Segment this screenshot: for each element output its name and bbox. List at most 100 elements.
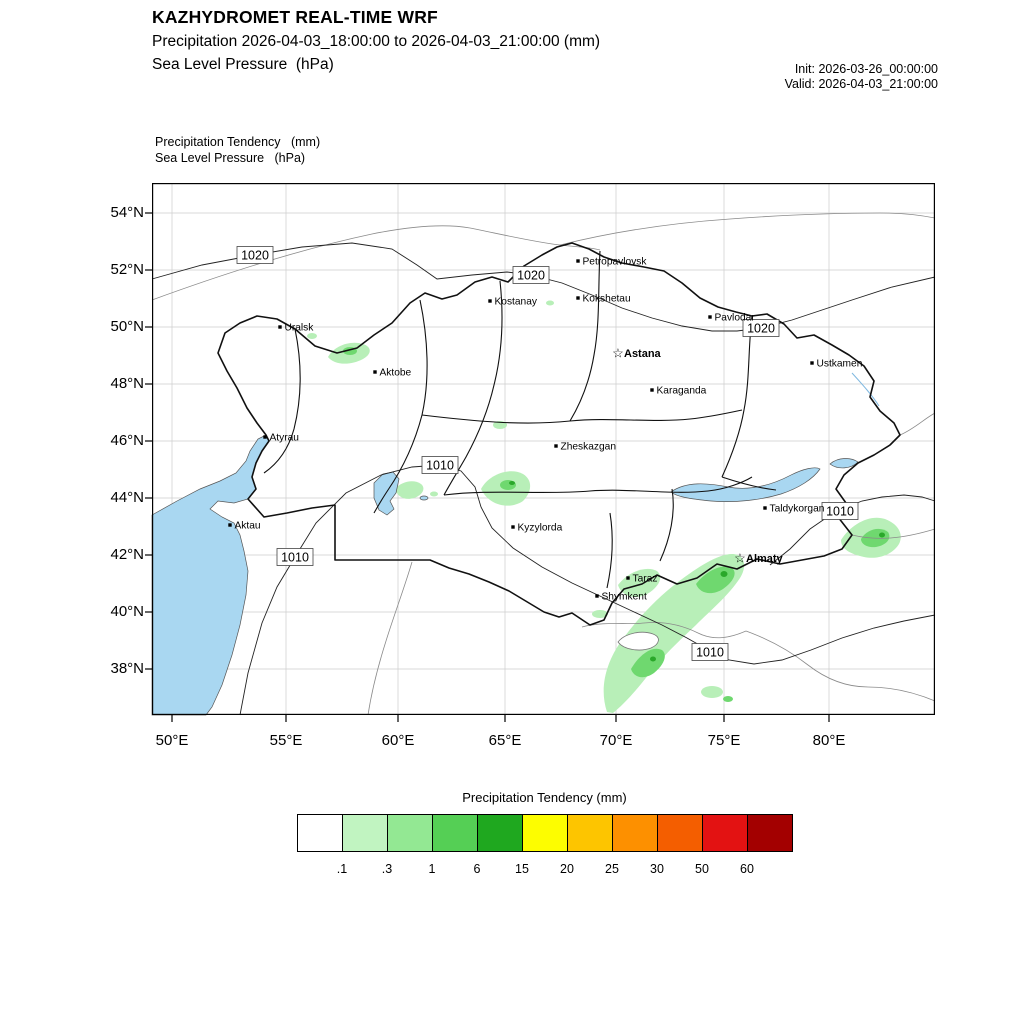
city-marker: Aktau [228, 521, 261, 532]
neighbor-country-borders [151, 212, 936, 716]
pressure-contour-label: 1020 [236, 246, 274, 264]
star-icon: ☆ [612, 346, 624, 361]
x-axis-tick-label: 75°E [707, 732, 741, 749]
national-border [217, 242, 901, 626]
colorbar-tick-label: 50 [695, 862, 709, 876]
city-marker: Ustkamen [810, 359, 862, 370]
valid-time: Valid: 2026-04-03_21:00:00 [784, 76, 938, 91]
x-axis-tick-label: 80°E [812, 732, 846, 749]
city-dot-icon [708, 315, 712, 319]
city-dot-icon [511, 525, 515, 529]
colorbar-tick-label: 30 [650, 862, 664, 876]
colorbar-tick-label: 25 [605, 862, 619, 876]
colorbar-tick-label: .3 [381, 862, 393, 876]
product-subtitle-precipitation: Precipitation 2026-04-03_18:00:00 to 202… [152, 33, 601, 50]
lake-zaysan [829, 458, 859, 469]
colorbar-tick-labels: .1 .3 1 6 15 20 25 30 50 60 [297, 862, 792, 878]
svg-text:1010: 1010 [696, 646, 724, 660]
city-marker: Aktobe [373, 368, 412, 379]
city-dot-icon [373, 370, 377, 374]
run-info: Init: 2026-03-26_00:00:00 Valid: 2026-04… [785, 62, 938, 91]
x-axis-tick-label: 65°E [488, 732, 522, 749]
svg-text:1010: 1010 [826, 505, 854, 519]
city-label: Aktobe [380, 368, 412, 379]
colorbar-cell [702, 814, 748, 852]
y-axis-tick-label: 52°N [110, 261, 144, 278]
y-axis-tick-label: 50°N [110, 318, 144, 335]
city-markers: Petropavlovsk Kostanay Kokshetau Pavlodar Ur… [228, 257, 862, 603]
product-subtitle-pressure: Sea Level Pressure (hPa) [152, 56, 334, 73]
city-marker: Taraz [626, 574, 657, 585]
city-marker: Zheskazgan [554, 442, 616, 453]
colorbar-cell [477, 814, 523, 852]
y-axis-tick-label: 40°N [110, 603, 144, 620]
small-lake [419, 495, 429, 501]
map-variable-label-pressure: Sea Level Pressure (hPa) [155, 151, 306, 165]
svg-text:1020: 1020 [517, 269, 545, 283]
city-marker: Kokshetau [576, 294, 631, 305]
city-label: Karaganda [657, 386, 707, 397]
axis-ticks [145, 212, 830, 722]
svg-text:1010: 1010 [281, 551, 309, 565]
colorbar-cell [387, 814, 433, 852]
city-label: Almaty [746, 553, 784, 565]
city-dot-icon [576, 296, 580, 300]
city-marker: Karaganda [650, 386, 707, 397]
colorbar-tick-label: 60 [740, 862, 754, 876]
y-axis-tick-label: 48°N [110, 375, 144, 392]
city-dot-icon [263, 435, 267, 439]
city-dot-icon [488, 299, 492, 303]
y-axis-tick-label: 42°N [110, 546, 144, 563]
irtysh-river [851, 372, 880, 407]
city-label: Zheskazgan [561, 442, 617, 453]
city-dot-icon [626, 576, 630, 580]
city-label: Pavlodar [715, 313, 756, 324]
city-marker: ☆ Almaty [734, 551, 783, 566]
colorbar-title: Precipitation Tendency (mm) [462, 790, 627, 805]
y-axis-tick-label: 46°N [110, 432, 144, 449]
svg-text:1020: 1020 [747, 322, 775, 336]
y-axis-tick-label: 44°N [110, 489, 144, 506]
city-dot-icon [763, 506, 767, 510]
pressure-contours [151, 242, 936, 716]
city-label: Atyrau [270, 433, 299, 444]
x-axis-tick-label: 55°E [269, 732, 303, 749]
x-axis-tick-label: 70°E [599, 732, 633, 749]
city-label: Taldykorgan [770, 504, 825, 515]
city-marker: Petropavlovsk [576, 257, 647, 268]
colorbar-tick-label: .1 [336, 862, 348, 876]
city-dot-icon [554, 444, 558, 448]
water-bodies [151, 372, 880, 716]
city-label: Kostanay [495, 297, 538, 308]
y-axis-tick-label: 38°N [110, 660, 144, 677]
x-axis-tick-label: 50°E [155, 732, 189, 749]
caspian-sea [151, 434, 270, 716]
pressure-contour-label: 1010 [421, 456, 459, 474]
colorbar-cell [657, 814, 703, 852]
pressure-contour-label: 1010 [691, 643, 729, 661]
pressure-contour-label: 1020 [512, 266, 550, 284]
pressure-contour-label: 1010 [276, 548, 314, 566]
svg-text:1010: 1010 [426, 459, 454, 473]
city-dot-icon [650, 388, 654, 392]
star-icon: ☆ [734, 551, 746, 566]
city-marker: Taldykorgan [763, 504, 824, 515]
pressure-contour-labels: 1020 1020 1020 1010 1010 1010 1010 [236, 246, 859, 661]
map-frame [152, 183, 935, 715]
city-dot-icon [595, 594, 599, 598]
city-marker: Kostanay [488, 297, 538, 308]
city-label: Kyzylorda [518, 523, 563, 534]
colorbar-tick-label: 6 [473, 862, 481, 876]
city-label: Astana [624, 348, 662, 360]
city-label: Uralsk [285, 323, 315, 334]
city-dot-icon [810, 361, 814, 365]
x-axis-tick-label: 60°E [381, 732, 415, 749]
city-label: Aktau [235, 521, 261, 532]
colorbar-tick-label: 15 [515, 862, 529, 876]
colorbar-cell [612, 814, 658, 852]
colorbar-cell [522, 814, 568, 852]
weather-map: 1020 1020 1020 1010 1010 1010 1010 Petropavlov… [145, 183, 936, 722]
lake-balkhash [670, 467, 821, 502]
colorbar-tick-label: 1 [428, 862, 436, 876]
